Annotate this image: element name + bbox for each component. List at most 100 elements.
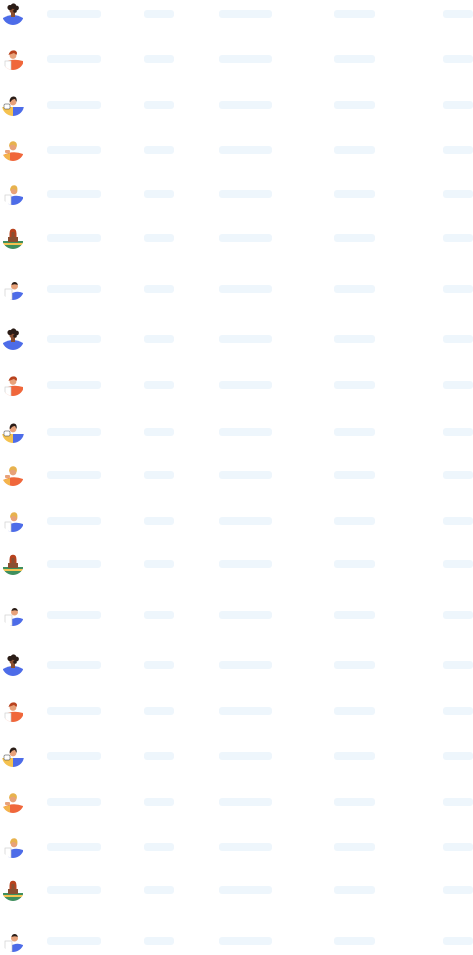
skeleton-placeholder-2 [144,937,174,945]
avatar-blonde-orange-icon [2,791,24,813]
skeleton-placeholder-1 [47,471,101,479]
skeleton-placeholder-3 [219,190,272,198]
skeleton-placeholder-3 [219,707,272,715]
avatar-bald-blue-icon [2,604,24,626]
list-item[interactable] [0,552,473,576]
skeleton-placeholder-1 [47,517,101,525]
skeleton-placeholder-2 [144,234,174,242]
skeleton-placeholder-3 [219,798,272,806]
avatar-blonde-blue-icon [2,183,24,205]
skeleton-placeholder-2 [144,843,174,851]
skeleton-placeholder-1 [47,798,101,806]
avatar-red-hair-green-icon [2,879,24,901]
skeleton-placeholder-3 [219,937,272,945]
skeleton-placeholder-3 [219,381,272,389]
skeleton-placeholder-2 [144,611,174,619]
skeleton-placeholder-5 [443,843,473,851]
avatar-blonde-blue-icon [2,510,24,532]
skeleton-placeholder-4 [334,55,375,63]
list-item[interactable] [0,603,473,627]
skeleton-placeholder-3 [219,55,272,63]
avatar-black-hair-yellow-blue-icon [2,94,24,116]
skeleton-placeholder-3 [219,661,272,669]
list-item[interactable] [0,138,473,162]
skeleton-placeholder-1 [47,381,101,389]
skeleton-placeholder-2 [144,560,174,568]
avatar-red-hair-orange-icon [2,700,24,722]
avatar-red-hair-green-icon [2,553,24,575]
skeleton-placeholder-5 [443,190,473,198]
skeleton-placeholder-2 [144,661,174,669]
skeleton-placeholder-2 [144,101,174,109]
skeleton-placeholder-3 [219,428,272,436]
skeleton-placeholder-5 [443,428,473,436]
skeleton-placeholder-4 [334,517,375,525]
skeleton-placeholder-2 [144,798,174,806]
skeleton-placeholder-5 [443,335,473,343]
skeleton-placeholder-4 [334,428,375,436]
avatar-black-hair-yellow-blue-icon [2,745,24,767]
list-item[interactable] [0,790,473,814]
skeleton-placeholder-2 [144,381,174,389]
skeleton-placeholder-1 [47,101,101,109]
skeleton-placeholder-2 [144,285,174,293]
skeleton-placeholder-1 [47,707,101,715]
list-item[interactable] [0,699,473,723]
skeleton-placeholder-2 [144,10,174,18]
list-item[interactable] [0,463,473,487]
avatar-dark-curly-blue-icon [2,654,24,676]
skeleton-placeholder-1 [47,428,101,436]
skeleton-placeholder-5 [443,146,473,154]
skeleton-placeholder-5 [443,101,473,109]
skeleton-placeholder-3 [219,843,272,851]
skeleton-placeholder-5 [443,234,473,242]
list-item[interactable] [0,277,473,301]
skeleton-placeholder-5 [443,560,473,568]
skeleton-placeholder-1 [47,611,101,619]
skeleton-placeholder-1 [47,10,101,18]
skeleton-placeholder-5 [443,471,473,479]
list-item[interactable] [0,2,473,26]
skeleton-placeholder-5 [443,752,473,760]
skeleton-placeholder-1 [47,234,101,242]
skeleton-placeholder-4 [334,335,375,343]
skeleton-placeholder-3 [219,146,272,154]
list-item[interactable] [0,509,473,533]
list-item[interactable] [0,878,473,902]
skeleton-placeholder-4 [334,285,375,293]
skeleton-placeholder-2 [144,471,174,479]
skeleton-placeholder-5 [443,55,473,63]
skeleton-placeholder-1 [47,661,101,669]
avatar-red-hair-green-icon [2,227,24,249]
list-item[interactable] [0,47,473,71]
list-item[interactable] [0,182,473,206]
list-item[interactable] [0,929,473,953]
skeleton-placeholder-1 [47,146,101,154]
list-item[interactable] [0,420,473,444]
list-item[interactable] [0,93,473,117]
skeleton-placeholder-4 [334,661,375,669]
skeleton-placeholder-4 [334,886,375,894]
skeleton-placeholder-4 [334,146,375,154]
list-item[interactable] [0,373,473,397]
list-item[interactable] [0,744,473,768]
list-item[interactable] [0,653,473,677]
skeleton-placeholder-4 [334,611,375,619]
skeleton-placeholder-3 [219,335,272,343]
skeleton-placeholder-1 [47,886,101,894]
list-item[interactable] [0,226,473,250]
skeleton-placeholder-3 [219,285,272,293]
avatar-blonde-orange-icon [2,464,24,486]
skeleton-placeholder-3 [219,101,272,109]
list-item[interactable] [0,835,473,859]
avatar-red-hair-orange-icon [2,374,24,396]
skeleton-placeholder-3 [219,560,272,568]
skeleton-placeholder-5 [443,517,473,525]
skeleton-placeholder-4 [334,798,375,806]
skeleton-placeholder-3 [219,471,272,479]
skeleton-placeholder-5 [443,10,473,18]
skeleton-placeholder-4 [334,752,375,760]
list-item[interactable] [0,327,473,351]
skeleton-placeholder-2 [144,190,174,198]
